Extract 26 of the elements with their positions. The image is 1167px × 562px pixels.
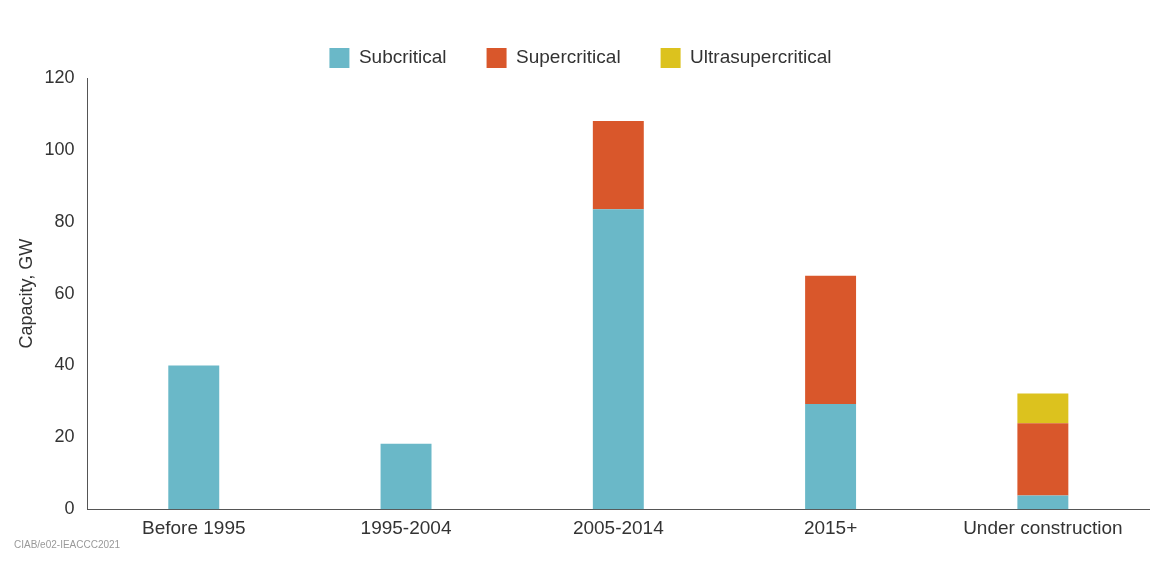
bar: [380, 443, 432, 510]
y-tick-label: 0: [64, 498, 75, 519]
legend-label: Supercritical: [516, 46, 621, 68]
y-tick-label: 20: [54, 426, 75, 447]
y-tick-label: 100: [44, 138, 75, 159]
bar: [592, 121, 644, 210]
y-tick-label: 40: [54, 354, 75, 375]
x-tick-label: Under construction: [963, 516, 1123, 538]
bar: [592, 209, 644, 510]
bar: [1017, 495, 1069, 510]
x-tick-label: 2005-2014: [572, 516, 665, 538]
bar: [1017, 393, 1069, 424]
legend-label: Subcritical: [358, 46, 447, 68]
y-tick-label: 120: [44, 66, 75, 87]
bar: [805, 275, 857, 404]
y-tick-label: 80: [54, 210, 75, 231]
y-axis-title: Capacity, GW: [15, 238, 36, 349]
bar: [1017, 423, 1069, 496]
legend-label: Ultrasupercritical: [690, 46, 832, 68]
x-tick-label: 1995-2004: [360, 516, 452, 538]
bar: [805, 403, 857, 510]
x-tick-label: 2015+: [803, 516, 858, 538]
y-tick-label: 60: [54, 282, 75, 303]
bar: [168, 365, 220, 510]
text: CIAB/e02-IEACCC2021: [14, 538, 121, 550]
x-tick-label: Before 1995: [142, 516, 246, 538]
